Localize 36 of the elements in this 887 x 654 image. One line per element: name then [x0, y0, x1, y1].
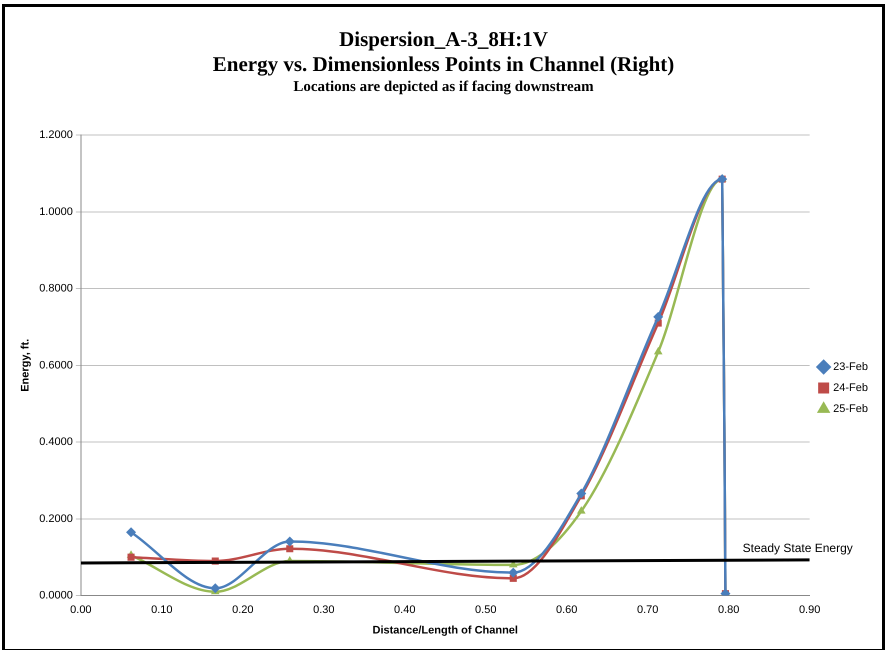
- point: [654, 346, 663, 354]
- point: [284, 536, 295, 546]
- chart-subtitle: Energy vs. Dimensionless Points in Channel (Right): [212, 52, 676, 77]
- point: [653, 312, 664, 322]
- y-tick-label: 1.2000: [39, 129, 73, 142]
- text: Locations are depicted as if facing downstream: [292, 78, 595, 97]
- x-tick-label: 0.70: [636, 604, 658, 616]
- x-tick-label: 0.80: [718, 604, 740, 616]
- legend-label: 24-Feb: [833, 382, 868, 394]
- point: [576, 506, 586, 514]
- legend-label: 25-Feb: [833, 403, 868, 416]
- x-tick-label: 0.40: [394, 604, 416, 616]
- point: [576, 488, 586, 498]
- x-axis-title: Distance/Length of Channel: [372, 624, 518, 636]
- x-tick-label: 0.00: [70, 604, 92, 616]
- annotation: Steady State Energy: [742, 541, 853, 556]
- y-tick-label: 0.8000: [39, 282, 73, 295]
- y-tick-label: 0.0000: [39, 590, 73, 602]
- y-tick-label: 1.0000: [39, 206, 73, 218]
- x-tick-label: 0.10: [151, 604, 173, 616]
- y-tick-label: 0.2000: [39, 512, 73, 525]
- y-tick-label: 0.6000: [39, 359, 73, 372]
- x-tick-label: 0.90: [798, 604, 820, 616]
- y-tick-label: 0.4000: [39, 436, 73, 448]
- chart-title: Dispersion_A-3_8H:1V: [338, 27, 549, 52]
- point: [508, 568, 518, 578]
- point: [126, 527, 136, 538]
- legend-label: 23-Feb: [833, 361, 868, 374]
- y-axis-title: Energy, ft.: [20, 338, 32, 392]
- x-tick-label: 0.50: [475, 604, 496, 616]
- x-tick-label: 0.20: [232, 604, 254, 616]
- point: [286, 545, 294, 552]
- point: [128, 554, 135, 561]
- x-tick-label: 0.60: [556, 604, 578, 616]
- point: [210, 583, 220, 594]
- x-tick-label: 0.30: [313, 604, 334, 616]
